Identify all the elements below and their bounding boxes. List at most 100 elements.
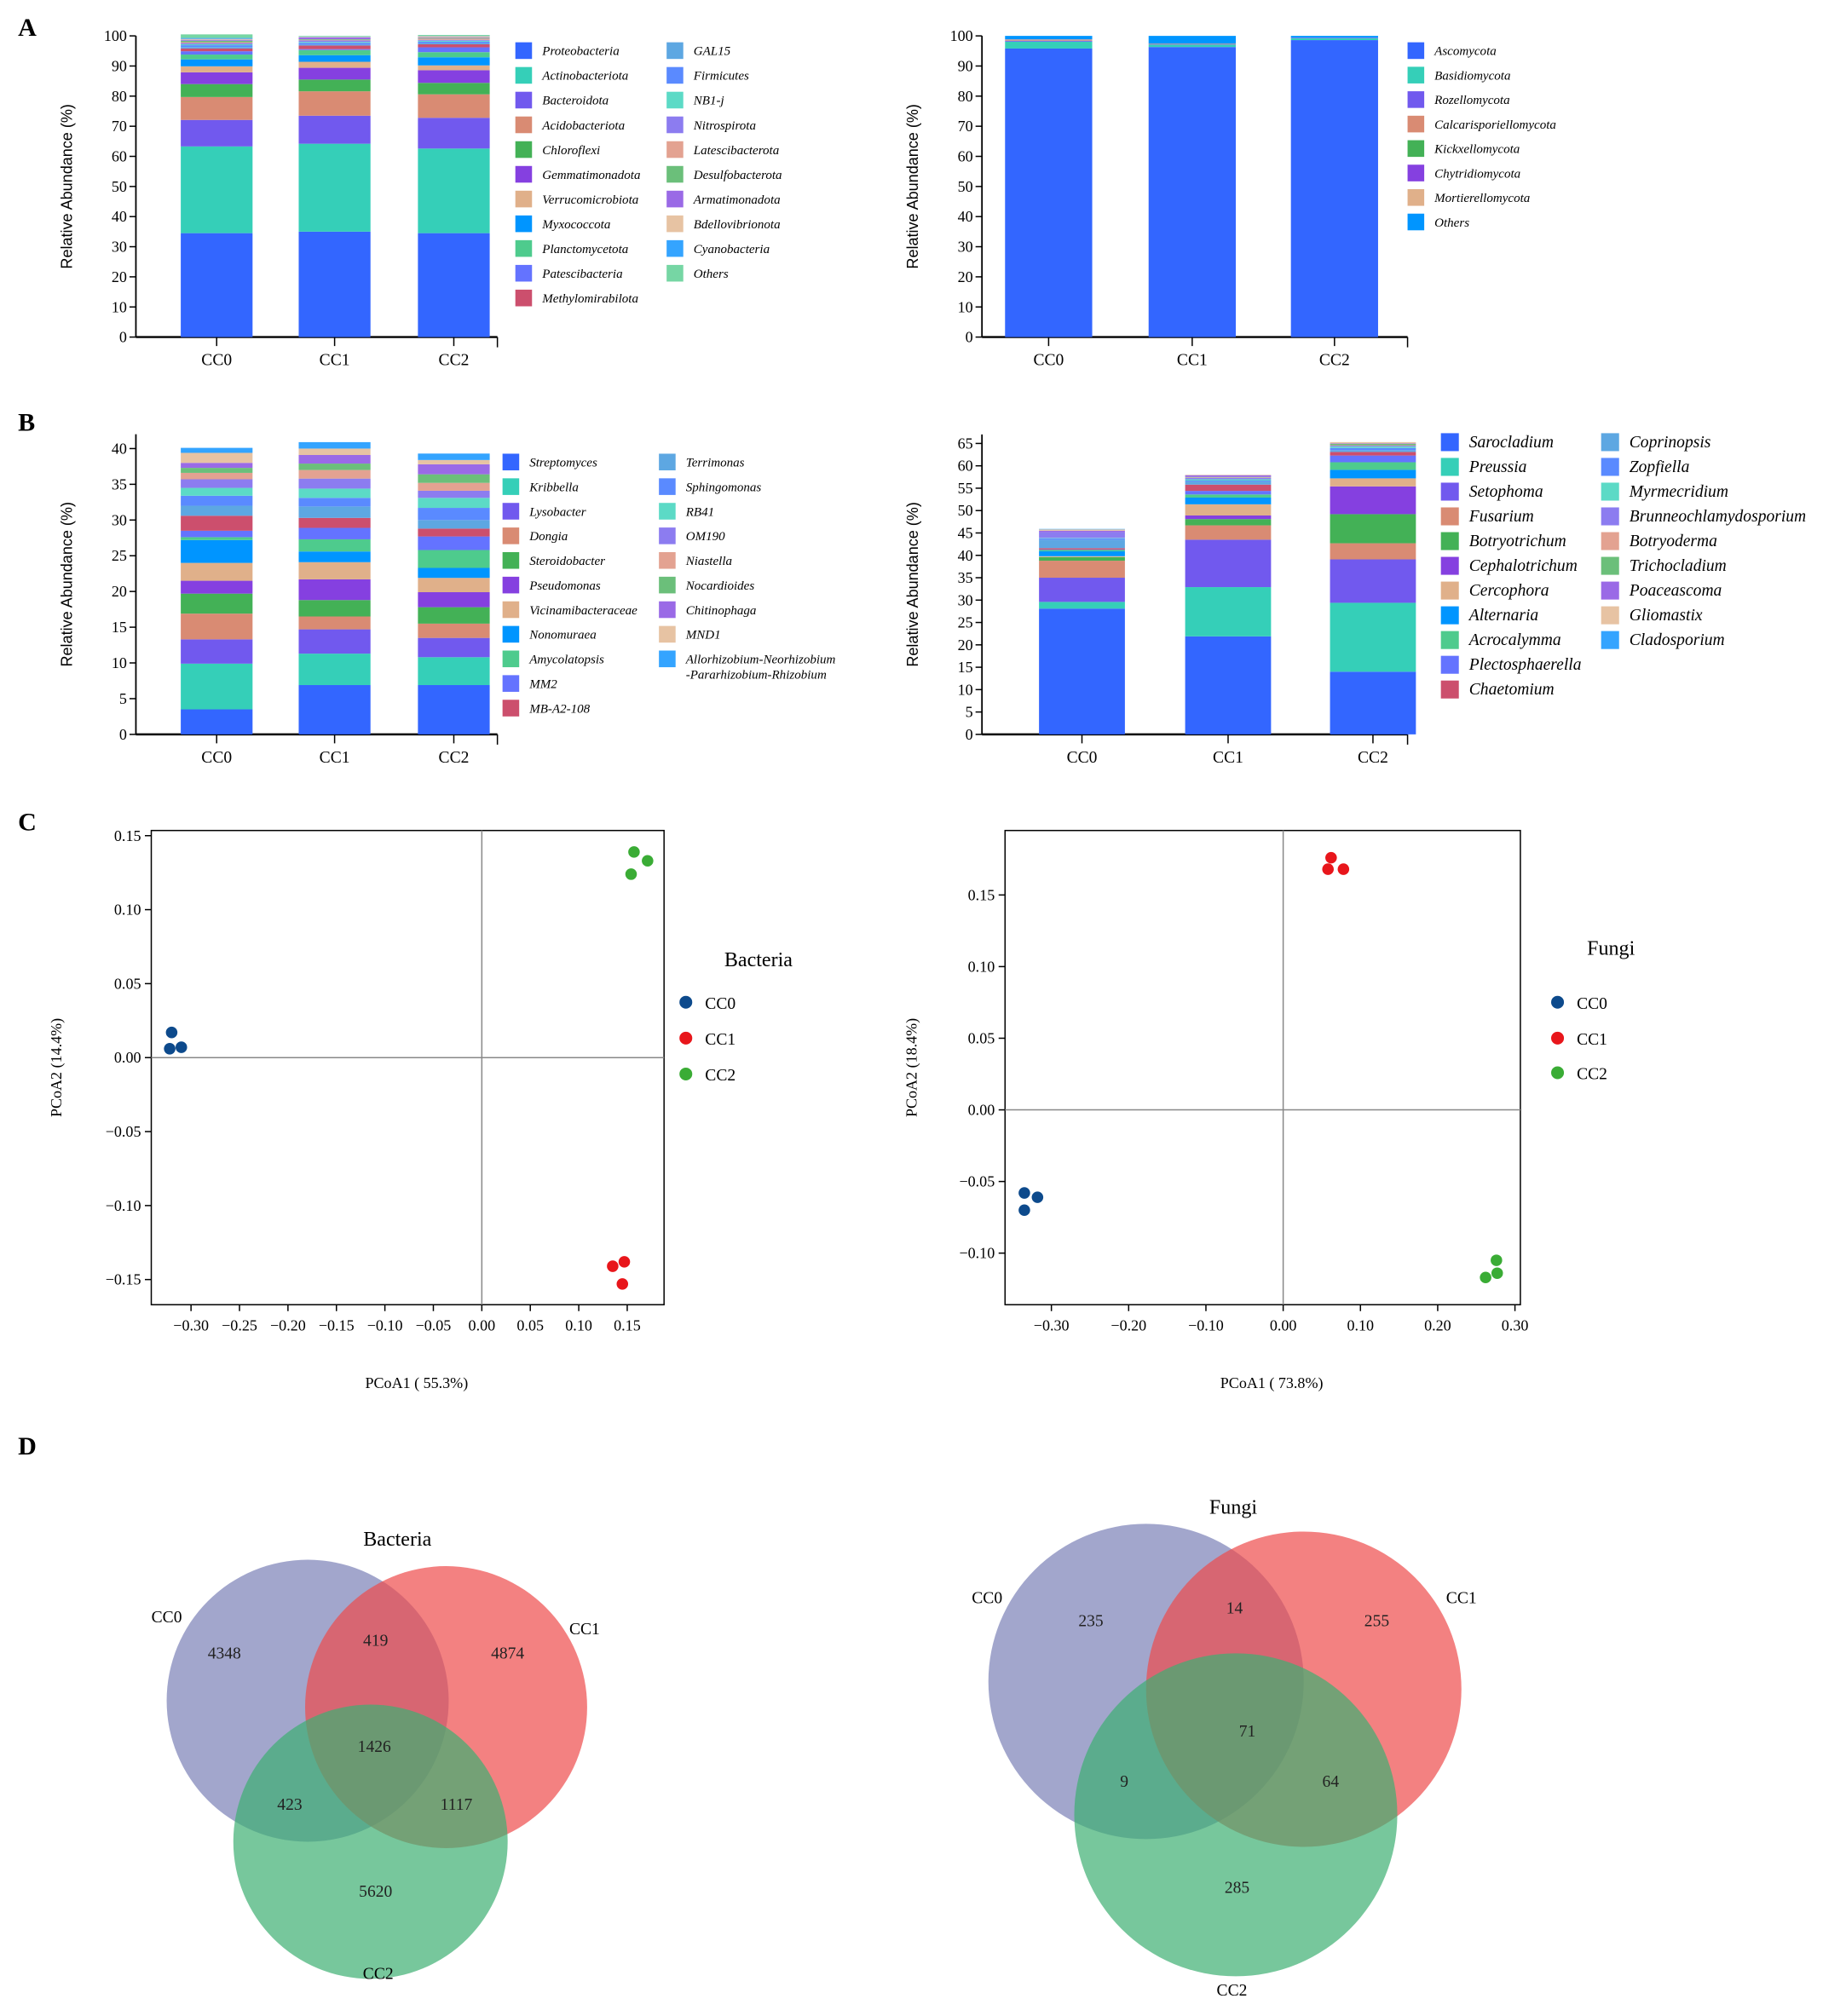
bar-segment-CC0-GAL15 xyxy=(181,47,253,49)
pcoa-bacteria-chart: −0.30 −0.25 −0.20 −0.15 −0.10 −0.05 0.00 0.05 0.… xyxy=(48,827,793,1392)
bar-segment-CC0-Sphingomonas xyxy=(181,495,253,506)
bar-segment-CC1-Sarocladium xyxy=(1185,636,1272,734)
bar-segment-CC1-Cephalotrichum xyxy=(1185,516,1272,520)
bar-segment-CC1-Setophoma xyxy=(1185,539,1272,588)
bar-segment-CC2-Firmicutes xyxy=(418,41,490,43)
y-tick-label: 40 xyxy=(112,208,127,225)
legend-swatch xyxy=(659,478,676,495)
bar-segment-CC2-Vicinamibacteraceae xyxy=(418,578,490,592)
bar-segment-CC2-OM190 xyxy=(418,490,490,498)
bar-segment-CC0-Fusarium xyxy=(1039,561,1125,579)
bar-segment-CC1-Nocardioides xyxy=(298,464,371,470)
y-tick-label: 45 xyxy=(958,525,973,542)
x-tick-label: 0.00 xyxy=(469,1316,496,1333)
x-tick-label: 0.20 xyxy=(1424,1316,1451,1333)
y-tick-label: 0.00 xyxy=(114,1049,141,1066)
bar-segment-CC1-Steroidobacter xyxy=(298,600,371,617)
y-tick-label: 15 xyxy=(112,619,127,636)
bar-segment-CC2-Pseudomonas xyxy=(418,591,490,608)
legend-label: Plectosphaerella xyxy=(1468,656,1582,674)
legend-label: Myxococcota xyxy=(541,218,610,232)
y-tick-label: 0.10 xyxy=(114,901,141,919)
y-axis-label: Relative Abundance (%) xyxy=(904,502,921,666)
legend-swatch xyxy=(1440,458,1459,476)
venn-set-label: CC0 xyxy=(152,1609,182,1627)
legend-label: CC1 xyxy=(1577,1031,1607,1049)
bar-segment-CC1-Proteobacteria xyxy=(298,231,371,337)
venn-count-CC1_only: 255 xyxy=(1364,1613,1390,1631)
y-tick-label: 0 xyxy=(966,329,973,346)
venn-count-CC0_CC2: 423 xyxy=(277,1796,303,1814)
venn-title: Fungi xyxy=(1209,1496,1257,1518)
bar-segment-CC2-Steroidobacter xyxy=(418,607,490,624)
x-tick-label: −0.25 xyxy=(222,1316,257,1333)
legend-swatch xyxy=(666,239,684,257)
y-tick-label: 0.15 xyxy=(968,886,995,903)
legend-title: Fungi xyxy=(1587,938,1635,960)
legend-label: Verrucomicrobiota xyxy=(542,193,638,207)
y-axis-label: Relative Abundance (%) xyxy=(904,104,921,268)
legend-swatch xyxy=(1407,189,1425,206)
legend-label: Bdellovibrionota xyxy=(694,218,781,232)
y-tick-label: 40 xyxy=(112,440,127,457)
bar-segment-CC1-Acidobacteriota xyxy=(298,91,371,116)
legend-label: Actinobacteriota xyxy=(541,70,628,84)
y-tick-label: 0.00 xyxy=(968,1102,995,1119)
bar-segment-CC1-Actinobacteriota xyxy=(298,143,371,232)
bar-segment-CC1-Brunneochlamydosporium xyxy=(1185,477,1272,480)
point-CC1 xyxy=(607,1260,619,1272)
y-tick-label: −0.05 xyxy=(106,1123,141,1140)
legend-swatch xyxy=(666,165,684,183)
x-tick-label: CC0 xyxy=(201,749,232,767)
legend-label: Myrmecridium xyxy=(1629,483,1728,501)
bar-segment-CC0-Proteobacteria xyxy=(181,233,253,337)
bar-segment-CC1-Chitinophaga xyxy=(298,454,371,464)
y-tick-label: 80 xyxy=(112,88,127,105)
legend-marker xyxy=(1551,1031,1565,1045)
bar-segment-CC0-Terrimonas xyxy=(181,505,253,516)
bar-segment-CC0-Cladosporium xyxy=(1039,528,1125,530)
bar-segment-CC0-Desulfobacterota xyxy=(181,40,253,43)
venn-set-label: CC1 xyxy=(569,1621,600,1639)
legend-label: Niastella xyxy=(685,555,732,568)
legend-swatch xyxy=(1407,164,1425,181)
y-tick-label: 80 xyxy=(958,88,973,105)
legend-swatch xyxy=(1601,556,1619,575)
legend-swatch xyxy=(1440,606,1459,625)
legend-label: Armatimonadota xyxy=(693,193,781,207)
bar-segment-CC1-Ascomycota xyxy=(1148,47,1237,337)
bar-segment-CC2-NB1-j xyxy=(418,40,490,42)
bar-segment-CC0-Myrmecridium xyxy=(1039,538,1125,539)
bar-segment-CC0-Nitrospirota xyxy=(181,43,253,45)
legend-swatch xyxy=(1601,507,1619,526)
bact-genus-chart: 0 5 10 15 20 25 30 35 40 Relative Abundance (%) CC… xyxy=(58,434,836,767)
bar-segment-CC1-Coprinopsis xyxy=(1185,481,1272,485)
y-tick-label: 35 xyxy=(958,569,973,586)
legend-label: Others xyxy=(1434,216,1469,230)
y-tick-label: 10 xyxy=(958,298,973,315)
legend-swatch xyxy=(666,91,684,109)
bar-segment-CC2-Lysobacter xyxy=(418,637,490,658)
bar-segment-CC2-MB-A2-108 xyxy=(418,528,490,537)
bar-segment-CC0-Chitinophaga xyxy=(181,463,253,469)
y-tick-label: 5 xyxy=(119,690,127,707)
x-tick-label: CC1 xyxy=(320,352,350,370)
legend-swatch xyxy=(1407,140,1425,158)
legend-swatch xyxy=(659,527,676,544)
legend-label: Pseudomonas xyxy=(528,579,601,593)
legend-label: Poaceascoma xyxy=(1629,582,1722,600)
legend-label: GAL15 xyxy=(694,45,731,59)
bar-segment-CC1-Cercophora xyxy=(1185,504,1272,516)
bar-segment-CC2-Others xyxy=(1290,36,1378,38)
legend-label: Setophoma xyxy=(1469,483,1543,501)
bar-segment-CC2-Patescibacteria xyxy=(418,47,490,53)
bar-segment-CC2-Ascomycota xyxy=(1290,40,1378,337)
legend-label: Cephalotrichum xyxy=(1469,557,1578,575)
y-axis-label: Relative Abundance (%) xyxy=(58,104,75,268)
bar-segment-CC2-Methylomirabilota xyxy=(418,44,490,48)
y-tick-label: 70 xyxy=(112,118,127,135)
legend-swatch xyxy=(1440,532,1459,550)
bar-segment-CC2-Gemmatimonadota xyxy=(418,70,490,84)
legend-marker xyxy=(679,1031,693,1045)
